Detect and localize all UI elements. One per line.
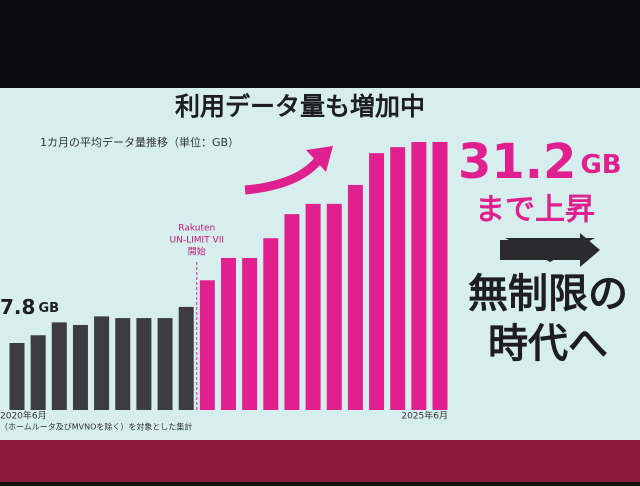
bar [432,141,448,410]
bar [305,203,321,410]
event-label: Rakuten [178,224,215,234]
bar [347,184,363,410]
start-label: 7.8 GB [0,295,59,319]
headline: 時代へ [488,321,608,367]
bar [369,153,385,410]
chart-title: 利用データ量も増加中 [175,92,425,121]
bar [157,318,173,410]
bar [263,238,279,410]
backdrop [0,0,640,90]
bar [94,316,110,410]
bar [51,322,67,410]
x-tick-label: 2020年6月 [0,410,47,422]
bar [411,141,427,410]
start-number: 7.8 [0,295,35,319]
bar [115,318,131,410]
headline: 無制限の [468,271,628,317]
arrow-shape [505,238,595,262]
bar [72,324,88,410]
start-unit: GB [38,301,59,316]
bar [284,214,300,410]
growth-arrow-head [306,146,333,172]
x-tick-label: 2025年6月 [401,410,448,422]
footnote: （ホームルータ及びMVNOを除く）を対象とした集計 [0,422,192,432]
bar [221,257,236,410]
peak-unit: GB [580,150,621,180]
peak-label: 31.2 GB [458,134,622,190]
bar [30,335,46,410]
peak-text: まで上昇 [475,193,595,228]
bar [242,257,258,410]
bar [136,318,152,410]
growth-arrow [244,155,324,195]
event-label: UN-LIMIT VII [170,236,224,246]
stage [0,438,640,482]
peak-number: 31.2 [458,134,576,190]
chart-subtitle: 1カ月の平均データ量推移（単位：GB） [40,135,239,149]
bar [9,342,25,410]
bar [199,280,215,410]
bar [178,306,194,410]
bar [390,147,406,410]
event-label: 開始 [188,246,206,258]
bar [326,203,342,410]
